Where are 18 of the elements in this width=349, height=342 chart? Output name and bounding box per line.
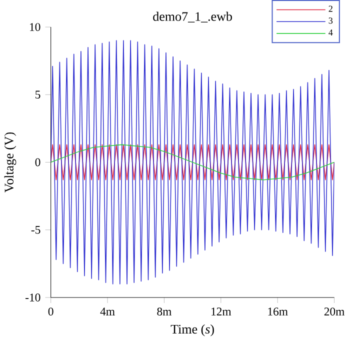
chart-title: demo7_1_.ewb	[153, 12, 232, 23]
y-tick-label: -10	[26, 294, 40, 302]
text: 3	[328, 18, 333, 24]
line-series	[50, 40, 334, 285]
x-axis-title: Time (s)	[170, 324, 214, 336]
x-tick-label: 12m	[212, 308, 232, 316]
x-tick-label: 4m	[100, 308, 115, 316]
y-tick-label: -5	[31, 226, 40, 234]
x-tick-label: 20m	[324, 308, 344, 316]
y-axis-title: Voltage (V)	[4, 132, 16, 193]
x-tick-label: 0	[48, 308, 54, 316]
text: 4	[328, 30, 333, 36]
y-tick-label: 5	[36, 90, 40, 99]
text: 2	[328, 6, 332, 12]
y-tick-label: 0	[35, 158, 40, 166]
x-tick-label: 8m	[157, 308, 172, 316]
x-tick-label: 16m	[268, 308, 288, 316]
y-tick-label: 10	[30, 23, 40, 32]
